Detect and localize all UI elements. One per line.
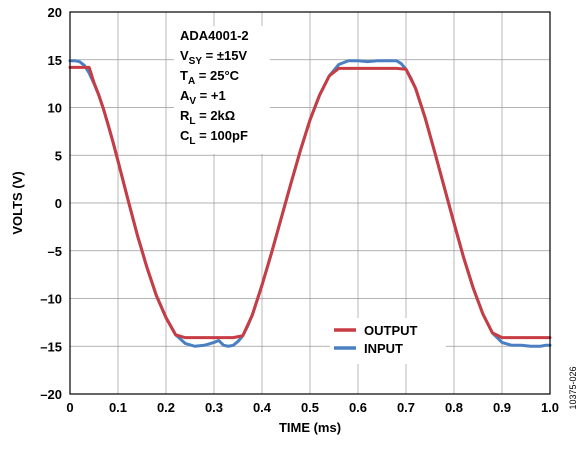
grid-layer bbox=[70, 12, 550, 394]
annotation-background bbox=[174, 26, 270, 154]
x-tick-label: 0 bbox=[66, 400, 73, 415]
x-axis-title: TIME (ms) bbox=[279, 420, 341, 435]
x-tick-label: 0.8 bbox=[445, 400, 463, 415]
series-line-output bbox=[68, 65, 552, 340]
annotation-line: ADA4001-2 bbox=[180, 28, 249, 43]
x-tick-label: 0.7 bbox=[397, 400, 415, 415]
figure-id: 10375-026 bbox=[568, 366, 578, 409]
y-axis-title: VOLTS (V) bbox=[10, 171, 25, 234]
x-tick-label: 0.1 bbox=[109, 400, 127, 415]
x-tick-label: 0.2 bbox=[157, 400, 175, 415]
legend-background bbox=[330, 318, 446, 364]
plot-frame bbox=[69, 11, 551, 395]
legend-label-output: OUTPUT bbox=[364, 323, 418, 338]
legend-label-input: INPUT bbox=[364, 341, 403, 356]
x-tick-label: 0.5 bbox=[301, 400, 319, 415]
y-tick-label: –20 bbox=[40, 387, 62, 402]
y-tick-label: 15 bbox=[48, 53, 62, 68]
y-tick-label: 10 bbox=[48, 101, 62, 116]
tick-layer: 0 0.1 0.2 0.3 0.4 0.5 0.6 0.7 0.8 0.9 1.020151050–… bbox=[40, 5, 559, 415]
annotation-line: CL = 100pF bbox=[180, 128, 248, 147]
y-tick-label: –10 bbox=[40, 292, 62, 307]
x-tick-label: 0.3 bbox=[205, 400, 223, 415]
annotation-line: TA = 25°C bbox=[180, 68, 240, 87]
x-tick-label: 0.9 bbox=[493, 400, 511, 415]
annotation-line: AV = +1 bbox=[180, 88, 226, 107]
legend: OUTPUT INPUT bbox=[330, 318, 446, 364]
annotation-line: VSY = ±15V bbox=[180, 48, 247, 67]
y-tick-label: 20 bbox=[48, 5, 62, 20]
y-tick-label: 5 bbox=[55, 148, 62, 163]
annotation-line: RL = 2kΩ bbox=[180, 108, 235, 127]
x-tick-label: 1.0 bbox=[541, 400, 559, 415]
series-layer bbox=[68, 59, 552, 348]
y-tick-label: –5 bbox=[48, 244, 62, 259]
x-tick-label: 0.6 bbox=[349, 400, 367, 415]
x-tick-label: 0.4 bbox=[253, 400, 272, 415]
y-tick-label: 0 bbox=[55, 196, 62, 211]
y-tick-label: –15 bbox=[40, 339, 62, 354]
